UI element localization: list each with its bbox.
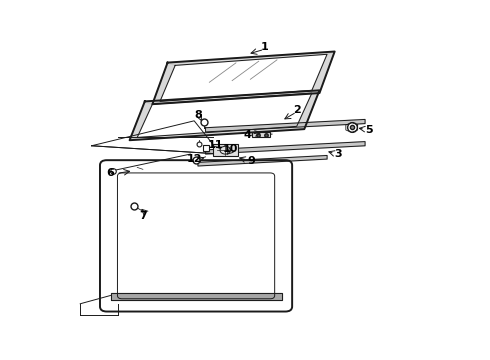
Bar [213,144,238,156]
Bar [252,132,270,137]
Polygon shape [198,156,327,166]
Polygon shape [152,90,319,104]
Polygon shape [312,51,335,93]
Polygon shape [206,141,365,154]
Text: 1: 1 [261,42,269,52]
Text: 11: 11 [207,140,223,150]
Text: 8: 8 [194,110,202,120]
Text: 7: 7 [139,211,147,221]
Polygon shape [111,293,281,300]
Polygon shape [152,63,175,104]
Text: 3: 3 [335,149,343,158]
Polygon shape [297,90,319,129]
Polygon shape [145,90,319,104]
Polygon shape [129,126,304,140]
Text: 9: 9 [247,156,255,166]
Text: 6: 6 [106,168,114,179]
Polygon shape [206,120,365,132]
Polygon shape [168,51,335,66]
Text: 5: 5 [365,125,373,135]
Text: 2: 2 [293,105,300,115]
Polygon shape [129,102,152,140]
Text: 4: 4 [244,130,251,140]
Text: 12: 12 [186,154,202,164]
Text: 10: 10 [222,144,238,154]
